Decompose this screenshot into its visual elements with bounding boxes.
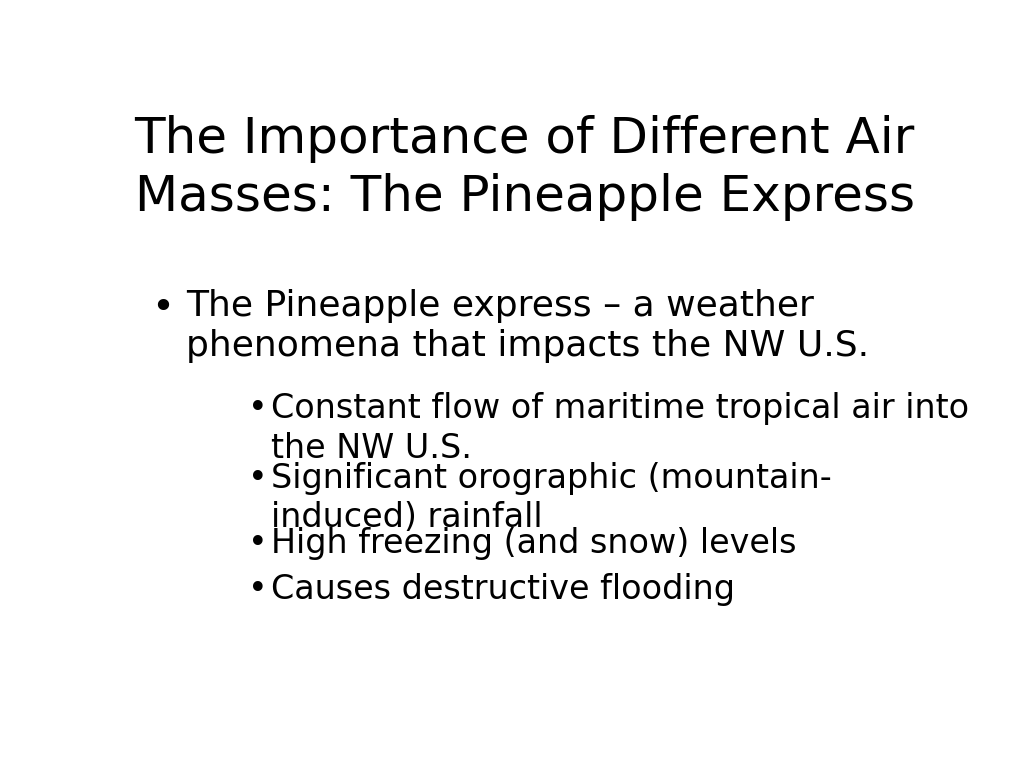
- Text: •: •: [152, 289, 174, 326]
- Text: Causes destructive flooding: Causes destructive flooding: [271, 574, 735, 607]
- Text: The Importance of Different Air
Masses: The Pineapple Express: The Importance of Different Air Masses: …: [134, 115, 915, 220]
- Text: Significant orographic (mountain-
induced) rainfall: Significant orographic (mountain- induce…: [271, 462, 833, 535]
- Text: The Pineapple express – a weather
phenomena that impacts the NW U.S.: The Pineapple express – a weather phenom…: [186, 289, 869, 363]
- Text: •: •: [248, 527, 267, 560]
- Text: •: •: [248, 574, 267, 607]
- Text: Constant flow of maritime tropical air into
the NW U.S.: Constant flow of maritime tropical air i…: [271, 392, 970, 465]
- Text: •: •: [248, 462, 267, 495]
- Text: High freezing (and snow) levels: High freezing (and snow) levels: [271, 527, 797, 560]
- Text: •: •: [248, 392, 267, 425]
